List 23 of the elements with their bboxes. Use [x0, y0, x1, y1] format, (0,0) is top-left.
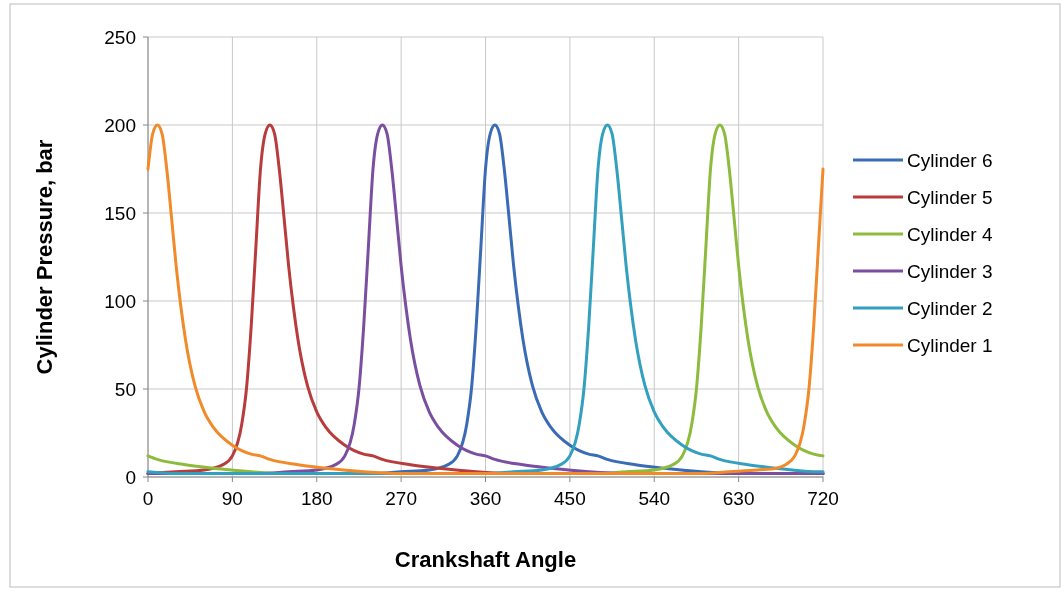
y-tick-label: 250 [104, 26, 136, 48]
y-tick-label: 50 [114, 378, 136, 400]
x-tick-label: 0 [142, 488, 154, 509]
y-tick-label: 150 [104, 202, 136, 224]
legend-label: Cylinder 4 [907, 223, 993, 245]
y-tick-label: 0 [125, 466, 136, 488]
y-axis-title: Cylinder Pressure, bar [32, 139, 57, 375]
y-tick-label: 100 [104, 290, 136, 312]
legend-label: Cylinder 1 [907, 334, 993, 356]
y-tick-label: 200 [104, 114, 136, 136]
legend-label: Cylinder 3 [907, 260, 993, 282]
x-tick-label: 360 [469, 488, 502, 509]
x-axis-title: Crankshaft Angle [394, 547, 577, 572]
x-tick-label: 540 [638, 488, 671, 509]
x-tick-label: 720 [807, 488, 839, 509]
x-tick-label: 270 [385, 488, 417, 509]
legend-label: Cylinder 5 [907, 186, 993, 208]
x-tick-label: 180 [300, 488, 333, 509]
x-tick-label: 450 [554, 488, 586, 509]
legend-label: Cylinder 2 [907, 297, 993, 319]
x-tick-label: 90 [221, 488, 243, 509]
x-tick-label: 630 [722, 488, 755, 509]
legend-label: Cylinder 6 [907, 149, 993, 171]
